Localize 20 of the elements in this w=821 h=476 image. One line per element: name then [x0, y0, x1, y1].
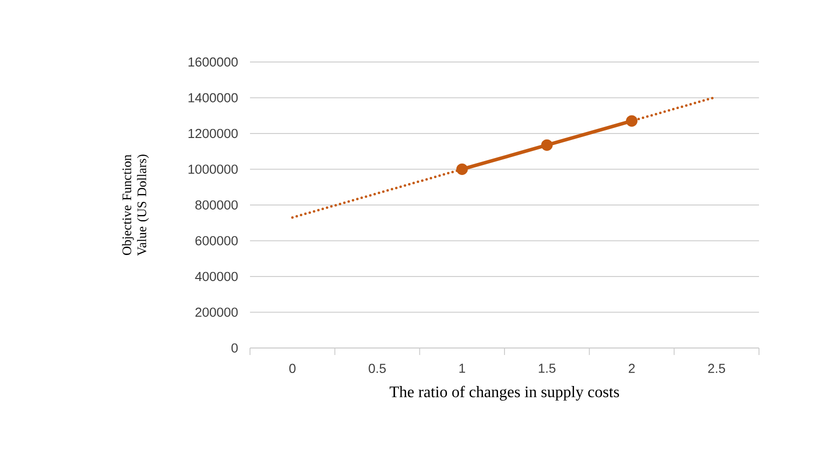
x-axis-title: The ratio of changes in supply costs	[390, 386, 620, 401]
y-tick-label: 800000	[195, 200, 238, 210]
point	[626, 115, 638, 127]
y-tick-label: 200000	[195, 308, 238, 317]
point	[456, 163, 468, 175]
y-tick-label: 1000000	[188, 164, 238, 174]
y-tick-label: 1200000	[188, 128, 238, 138]
x-tick-label: 0.5	[368, 364, 386, 373]
y-tick-label: 600000	[195, 236, 238, 246]
x-tick-label: 1	[459, 364, 466, 373]
y-tick-label: 1600000	[188, 57, 238, 67]
point	[541, 139, 553, 151]
y-tick-label: 400000	[195, 272, 238, 282]
y-tick-label: 1400000	[188, 93, 238, 102]
x-tick-label: 1.5	[538, 364, 556, 373]
x-tick-label: 2.5	[708, 364, 726, 373]
y-tick-label: 0	[231, 343, 238, 353]
x-tick-label: 2	[628, 364, 635, 373]
y-axis-title: Objective Function Value (US Dollars)	[122, 154, 149, 256]
x-tick-label: 0	[289, 364, 296, 373]
